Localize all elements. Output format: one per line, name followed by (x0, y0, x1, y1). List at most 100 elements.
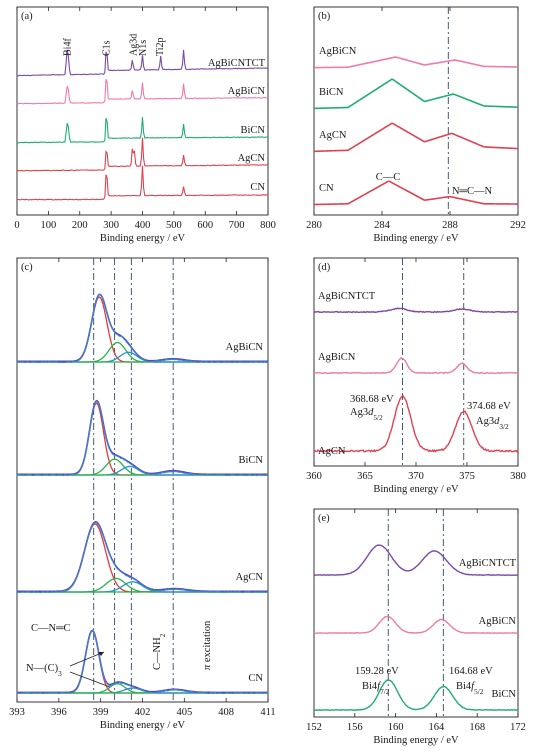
series-line-AgBiCNTCT (313, 307, 519, 314)
x-tick-label: 380 (510, 471, 526, 482)
panel-letter: (c) (21, 262, 33, 273)
annotation-part-1: f (471, 681, 476, 692)
annotation-part-2: 3/2 (499, 422, 509, 431)
raw-data-BiCN (16, 400, 269, 477)
series-label: CN (319, 183, 334, 194)
annotation: 159.28 eV (355, 666, 399, 677)
raw-data-CN (16, 629, 269, 695)
x-tick-label: 700 (229, 220, 245, 231)
annotation-part-0: N—(C) (26, 663, 59, 674)
series-label: AgBiCNTCT (459, 558, 517, 569)
peak-label: Ti2p (155, 37, 166, 56)
annotation-part-1: d (494, 416, 500, 427)
annotation: π excitation (202, 620, 213, 670)
series-line-AgBiCN (313, 615, 519, 635)
x-axis-label: Binding energy / eV (100, 233, 186, 244)
annotation-part-1: f (377, 681, 382, 692)
annotation: C—C (376, 172, 401, 183)
x-tick-label: 393 (9, 707, 25, 718)
panel-letter: (a) (21, 11, 33, 22)
series-line-BiCN (313, 679, 519, 711)
x-tick-label: 600 (197, 220, 213, 231)
series-label: BiCN (491, 689, 516, 700)
annotation-part-1: 2 (158, 633, 167, 637)
series-line-CN (313, 180, 519, 206)
x-tick-label: 411 (260, 707, 275, 718)
series-label: AgCN (236, 572, 264, 583)
series-line-AgBiCN (16, 78, 269, 105)
annotation-part-0: Bi4 (456, 681, 472, 692)
raw-data-AgCN (16, 522, 269, 594)
x-tick-label: 200 (72, 220, 88, 231)
annotation-part-1: 3 (58, 669, 62, 678)
x-tick-label: 168 (469, 722, 485, 733)
x-tick-label: 0 (14, 220, 19, 231)
annotation-part-0: Ag3 (476, 416, 494, 427)
series-label: AgBiCN (228, 86, 266, 97)
series-line-CN (16, 165, 269, 201)
panel-c: 393 396 399 402 405 408 411 Binding energy / eV… (9, 257, 276, 731)
fit-component (17, 581, 268, 593)
x-tick-label: 100 (41, 220, 57, 231)
annotation: 164.68 eV (449, 666, 493, 677)
fit-component (17, 523, 268, 593)
x-tick-label: 408 (218, 707, 234, 718)
series-label: BiCN (240, 125, 265, 136)
series-label: AgBiCN (479, 616, 517, 627)
annotation-part-2: 7/2 (380, 687, 390, 696)
peak-label: Ag3d (129, 34, 140, 56)
x-tick-label: 152 (306, 722, 322, 733)
panel-letter: (e) (318, 513, 330, 524)
fit-envelope-CN (17, 629, 268, 694)
series-label: AgCN (319, 130, 347, 141)
annotation-part-2: 5/2 (373, 413, 383, 422)
x-tick-label: 500 (166, 220, 182, 231)
annotation-part-0: C—NH (152, 637, 163, 670)
x-tick-label: 300 (103, 220, 119, 231)
series-line-BiCN (16, 117, 269, 144)
annotation-part-0: π (202, 664, 213, 670)
annotation: 374.68 eV (467, 401, 511, 412)
panel-d: 360 365 370 375 380 Binding energy / eV (d) AgB… (306, 257, 526, 495)
panel-letter: (d) (318, 262, 331, 273)
series-label: AgBiCN (319, 46, 357, 57)
series-line-AgBiCN (313, 56, 519, 69)
x-tick-label: 288 (442, 220, 458, 231)
x-tick-label: 156 (347, 722, 363, 733)
x-tick-label: 280 (306, 220, 322, 231)
series-label: AgBiCNTCT (208, 58, 266, 69)
series-line-AgBiCN (313, 356, 519, 375)
x-tick-label: 164 (429, 722, 446, 733)
x-tick-label: 400 (135, 220, 151, 231)
series-line-AgBiCNTCT (16, 49, 269, 77)
annotation: Ag3d3/2 (476, 416, 509, 431)
fit-component (17, 351, 268, 363)
x-tick-label: 405 (176, 707, 192, 718)
panel-a: 0 100 200 300 400 500 600 700 800 Binding energy … (14, 6, 276, 244)
panel-e: 152 156 160 164 168 172 Binding energy / eV (e)… (306, 508, 526, 746)
panel-frame (16, 6, 269, 216)
panel-frame (313, 508, 519, 718)
x-tick-label: 396 (51, 707, 67, 718)
x-tick-label: 160 (388, 722, 404, 733)
annotation: Bi4f5/2 (456, 681, 484, 696)
annotation: N—(C)3 (26, 663, 62, 678)
x-tick-label: 365 (357, 471, 373, 482)
annotation-part-1: d (368, 407, 374, 418)
x-tick-label: 172 (510, 722, 526, 733)
annotation: C—NH2 (152, 633, 167, 670)
annotation: N═C—N (452, 186, 493, 197)
series-label: CN (248, 673, 263, 684)
x-tick-label: 292 (510, 220, 526, 231)
annotation-arrowhead (98, 652, 104, 656)
panel-letter: (b) (318, 11, 331, 22)
fit-envelope-BiCN (17, 399, 268, 476)
x-tick-label: 402 (135, 707, 151, 718)
fit-component (17, 402, 268, 476)
annotation: Bi4f7/2 (362, 681, 390, 696)
annotation: Ag3d5/2 (350, 407, 383, 422)
x-axis-label: Binding energy / eV (373, 735, 459, 746)
series-label: CN (250, 182, 265, 193)
series-label: AgBiCN (226, 342, 264, 353)
series-label: AgBiCNTCT (318, 291, 376, 302)
